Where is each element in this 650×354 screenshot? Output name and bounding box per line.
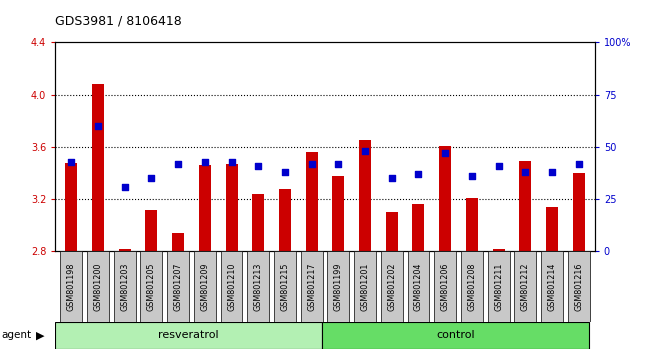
Point <box>333 161 344 166</box>
Text: GSM801214: GSM801214 <box>547 263 556 311</box>
Bar <box>466 198 478 251</box>
FancyBboxPatch shape <box>322 322 590 349</box>
Text: GSM801204: GSM801204 <box>414 263 423 311</box>
FancyBboxPatch shape <box>568 251 590 322</box>
Text: GSM801200: GSM801200 <box>94 263 103 311</box>
Bar <box>119 249 131 251</box>
Bar <box>519 161 531 251</box>
Bar <box>65 162 77 251</box>
Text: GSM801201: GSM801201 <box>361 263 370 311</box>
Bar <box>199 165 211 251</box>
Bar <box>92 84 104 251</box>
Text: GSM801206: GSM801206 <box>441 263 450 311</box>
FancyBboxPatch shape <box>461 251 483 322</box>
Text: GSM801215: GSM801215 <box>280 262 289 311</box>
Text: GSM801209: GSM801209 <box>200 262 209 311</box>
Bar <box>252 194 265 251</box>
Point <box>493 163 504 169</box>
Text: GSM801211: GSM801211 <box>494 263 503 311</box>
Bar <box>226 164 237 251</box>
FancyBboxPatch shape <box>194 251 216 322</box>
Point <box>547 169 557 175</box>
Text: GSM801216: GSM801216 <box>574 263 583 311</box>
Point <box>93 123 103 129</box>
Bar <box>279 189 291 251</box>
FancyBboxPatch shape <box>381 251 403 322</box>
FancyBboxPatch shape <box>167 251 189 322</box>
Text: control: control <box>437 330 475 341</box>
Point <box>413 171 424 177</box>
FancyBboxPatch shape <box>408 251 430 322</box>
Text: agent: agent <box>1 330 31 341</box>
FancyBboxPatch shape <box>328 251 349 322</box>
Text: GSM801217: GSM801217 <box>307 262 316 311</box>
Point <box>173 161 183 166</box>
Text: GDS3981 / 8106418: GDS3981 / 8106418 <box>55 14 182 27</box>
Bar <box>573 173 585 251</box>
Point <box>66 159 77 164</box>
Point <box>467 173 477 179</box>
Point <box>360 148 370 154</box>
Text: ▶: ▶ <box>36 330 44 341</box>
Bar <box>439 145 451 251</box>
Point <box>573 161 584 166</box>
Point <box>146 176 157 181</box>
Text: GSM801212: GSM801212 <box>521 262 530 311</box>
Text: resveratrol: resveratrol <box>159 330 219 341</box>
FancyBboxPatch shape <box>274 251 296 322</box>
Point <box>253 163 263 169</box>
Point <box>440 150 450 156</box>
Text: GSM801208: GSM801208 <box>467 263 476 311</box>
Point <box>200 159 210 164</box>
FancyBboxPatch shape <box>247 251 269 322</box>
FancyBboxPatch shape <box>60 251 82 322</box>
Bar <box>172 233 184 251</box>
Bar <box>359 141 371 251</box>
Point <box>280 169 290 175</box>
FancyBboxPatch shape <box>354 251 376 322</box>
Text: GSM801210: GSM801210 <box>227 263 236 311</box>
Point <box>306 161 317 166</box>
Point <box>120 184 130 189</box>
Point <box>387 176 397 181</box>
Text: GSM801199: GSM801199 <box>334 262 343 311</box>
Bar <box>385 212 398 251</box>
Bar <box>493 249 504 251</box>
Text: GSM801205: GSM801205 <box>147 262 156 311</box>
Bar <box>546 207 558 251</box>
FancyBboxPatch shape <box>114 251 136 322</box>
Text: GSM801213: GSM801213 <box>254 263 263 311</box>
Point <box>520 169 530 175</box>
FancyBboxPatch shape <box>87 251 109 322</box>
FancyBboxPatch shape <box>541 251 563 322</box>
FancyBboxPatch shape <box>140 251 162 322</box>
FancyBboxPatch shape <box>220 251 242 322</box>
FancyBboxPatch shape <box>434 251 456 322</box>
Point <box>226 159 237 164</box>
Text: GSM801198: GSM801198 <box>67 263 76 311</box>
Text: GSM801207: GSM801207 <box>174 262 183 311</box>
FancyBboxPatch shape <box>488 251 510 322</box>
Bar <box>413 204 424 251</box>
FancyBboxPatch shape <box>301 251 322 322</box>
Text: GSM801202: GSM801202 <box>387 262 396 311</box>
FancyBboxPatch shape <box>514 251 536 322</box>
Bar <box>146 210 157 251</box>
FancyBboxPatch shape <box>55 322 322 349</box>
Bar <box>332 176 345 251</box>
Text: GSM801203: GSM801203 <box>120 263 129 311</box>
Bar <box>306 152 318 251</box>
